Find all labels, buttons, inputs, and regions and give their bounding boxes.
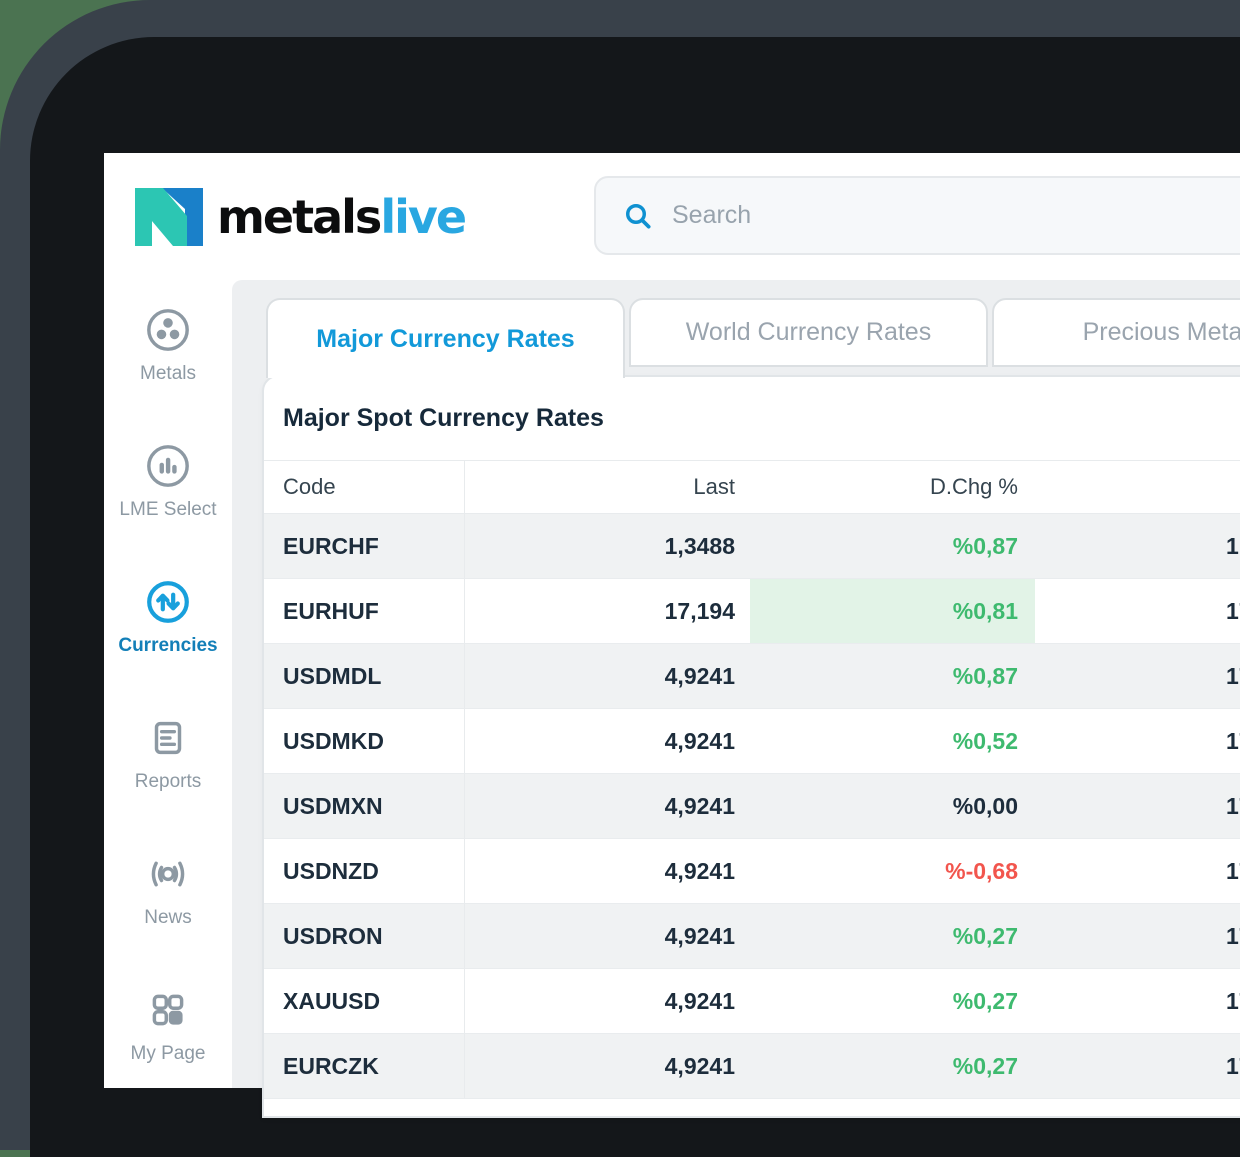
cell-daily-change: %0,27	[952, 922, 1018, 949]
cell-daily-change: %-0,68	[945, 857, 1018, 884]
tab-major-currency-rates[interactable]: Major Currency Rates	[266, 298, 625, 378]
sidebar-item-my-page[interactable]: My Page	[104, 987, 232, 1065]
table-row[interactable]: XAUUSD 4,9241 %0,27 17	[264, 969, 1240, 1034]
brand-name-metals: metals	[217, 190, 382, 244]
sidebar-item-lme-select[interactable]: LME Select	[104, 443, 232, 521]
sidebar-item-metals[interactable]: Metals	[104, 307, 232, 385]
sidebar-item-currencies[interactable]: Currencies	[104, 579, 232, 657]
cell-last: 4,9241	[664, 662, 735, 689]
cell-last: 4,9241	[664, 792, 735, 819]
card-title: Major Spot Currency Rates	[283, 404, 604, 432]
metals-icon	[147, 309, 189, 351]
sidebar-label: My Page	[130, 1043, 206, 1064]
cell-daily-change: %0,87	[952, 532, 1018, 559]
cell-last: 17,194	[664, 597, 735, 624]
cell-code: EURCZK	[264, 1034, 465, 1098]
brand-logo-icon	[135, 188, 203, 246]
brand-logo-text: metalslive	[217, 188, 467, 246]
cell-next-column-partial: 17	[1226, 1052, 1240, 1079]
my-page-icon	[152, 994, 184, 1026]
sidebar-item-news[interactable]: News	[104, 851, 232, 929]
cell-next-column-partial: 17	[1226, 792, 1240, 819]
cell-last: 4,9241	[664, 1052, 735, 1079]
cell-last: 4,9241	[664, 857, 735, 884]
cell-daily-change: %0,27	[952, 1052, 1018, 1079]
column-header-last[interactable]: Last	[693, 474, 735, 499]
reports-icon	[154, 721, 182, 755]
table-row[interactable]: USDMXN 4,9241 %0,00 17	[264, 774, 1240, 839]
table-row[interactable]: USDMDL 4,9241 %0,87 17	[264, 644, 1240, 709]
table-row[interactable]: EURCHF 1,3488 %0,87 1,	[264, 514, 1240, 579]
cell-code: EURHUF	[264, 579, 465, 643]
cell-next-column-partial: 17	[1226, 857, 1240, 884]
search-placeholder: Search	[672, 201, 752, 229]
table-row[interactable]: EURCZK 4,9241 %0,27 17	[264, 1034, 1240, 1099]
cell-next-column-partial: 17	[1226, 922, 1240, 949]
app-window: metalslive Search Metals	[104, 153, 1240, 1118]
rates-card: Major Spot Currency Rates Code Last D.Ch…	[262, 375, 1240, 1118]
lme-select-icon	[147, 445, 189, 487]
column-header-next	[1035, 461, 1240, 513]
cell-daily-change: %0,81	[750, 579, 1035, 643]
tab-world-currency-rates[interactable]: World Currency Rates	[629, 298, 988, 367]
tab-precious-metals[interactable]: Precious Metals	[992, 298, 1240, 367]
sidebar-label: Metals	[140, 363, 196, 384]
column-header-code[interactable]: Code	[264, 461, 465, 513]
sidebar-label: Reports	[134, 771, 202, 792]
table-row[interactable]: EURHUF 17,194 %0,81 17	[264, 579, 1240, 644]
cell-code: USDMXN	[264, 774, 465, 838]
search-icon	[626, 203, 651, 229]
cell-code: EURCHF	[264, 514, 465, 578]
cell-last: 1,3488	[664, 532, 735, 559]
search-input[interactable]: Search	[594, 176, 1240, 255]
table-row[interactable]: USDRON 4,9241 %0,27 17	[264, 904, 1240, 969]
cell-code: XAUUSD	[264, 969, 465, 1033]
cell-next-column-partial: 1,	[1226, 532, 1240, 559]
sidebar-label: Currencies	[118, 635, 218, 656]
tab-bar: Major Currency Rates World Currency Rate…	[266, 298, 1240, 378]
brand-name-live: live	[380, 190, 467, 244]
currencies-icon	[147, 581, 189, 623]
sidebar: Metals LME Select Currencies	[104, 280, 232, 1088]
cell-code: USDMDL	[264, 644, 465, 708]
table-header-row: Code Last D.Chg %	[264, 460, 1240, 514]
cell-next-column-partial: 17	[1226, 597, 1240, 624]
cell-daily-change: %0,87	[952, 662, 1018, 689]
cell-daily-change: %0,52	[952, 727, 1018, 754]
cell-last: 4,9241	[664, 922, 735, 949]
sidebar-label: LME Select	[119, 499, 217, 520]
cell-code: USDRON	[264, 904, 465, 968]
cell-daily-change: %0,00	[952, 792, 1018, 819]
table-body: EURCHF 1,3488 %0,87 1, EURHUF 17,194 %0,…	[264, 514, 1240, 1099]
cell-next-column-partial: 17	[1226, 987, 1240, 1014]
cell-next-column-partial: 17	[1226, 727, 1240, 754]
brand-logo[interactable]: metalslive	[135, 187, 467, 247]
cell-code: USDNZD	[264, 839, 465, 903]
table-row[interactable]: USDNZD 4,9241 %-0,68 17	[264, 839, 1240, 904]
cell-last: 4,9241	[664, 727, 735, 754]
cell-last: 4,9241	[664, 987, 735, 1014]
news-icon	[151, 861, 185, 887]
app-header: metalslive Search	[104, 153, 1240, 280]
cell-code: USDMKD	[264, 709, 465, 773]
cell-daily-change: %0,27	[952, 987, 1018, 1014]
sidebar-item-reports[interactable]: Reports	[104, 715, 232, 793]
main-content: Major Currency Rates World Currency Rate…	[232, 280, 1240, 1118]
table-row[interactable]: USDMKD 4,9241 %0,52 17	[264, 709, 1240, 774]
cell-next-column-partial: 17	[1226, 662, 1240, 689]
sidebar-label: News	[144, 907, 192, 928]
column-header-dchg[interactable]: D.Chg %	[929, 474, 1018, 499]
